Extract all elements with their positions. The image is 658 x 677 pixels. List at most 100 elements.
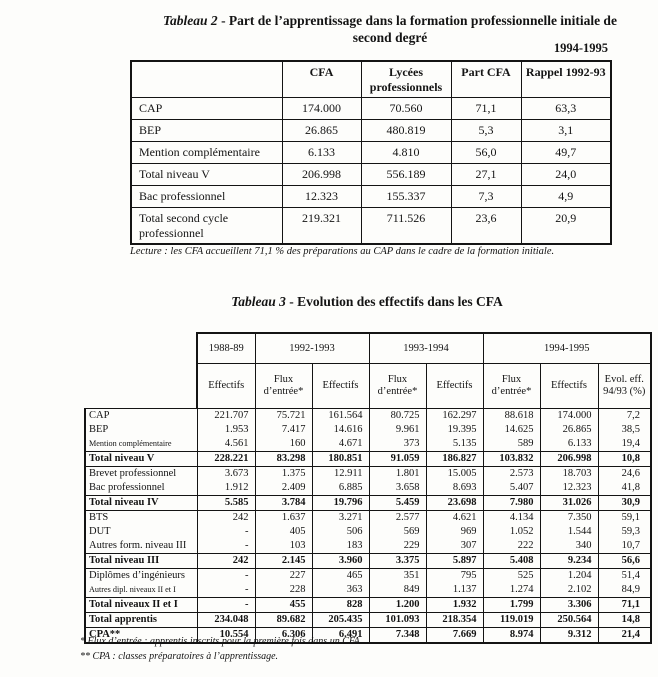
table-cell: 161.564 (311, 408, 370, 423)
table-cell: 5.407 (482, 481, 541, 496)
table-cell: 20,9 (520, 207, 612, 245)
table-cell: 183 (311, 539, 370, 554)
row-label: CPA** (84, 627, 198, 644)
table-cell: 2.145 (254, 553, 313, 569)
table3-footnote-cpa: ** CPA : classes préparatoires à l’appre… (80, 651, 279, 662)
table-cell: 21,4 (597, 627, 653, 644)
row-label: Bac professionnel (130, 185, 283, 208)
table-cell: 218.354 (425, 612, 484, 628)
table2: CFA Lycées professionnels Part CFA Rappe… (130, 60, 612, 245)
table-cell: 828 (311, 597, 370, 613)
table-cell: 7.348 (368, 627, 427, 644)
table-cell: 70.560 (360, 97, 452, 120)
row-label: BEP (130, 119, 283, 142)
table3-title: Tableau 3 - Evolution des effectifs dans… (84, 293, 650, 310)
table-cell: 101.093 (368, 612, 427, 628)
table-cell: 1.799 (482, 597, 541, 613)
table-cell: 174.000 (539, 408, 599, 423)
table-cell: 41,8 (597, 481, 653, 496)
table2-header-row: CFA Lycées professionnels Part CFA Rappe… (130, 60, 612, 98)
table-cell: - (196, 597, 256, 613)
table-cell: 4.134 (482, 510, 541, 525)
table-cell: 363 (311, 583, 370, 598)
table2-lecture-note: Lecture : les CFA accueillent 71,1 % des… (130, 246, 555, 257)
table-cell: 455 (254, 597, 313, 613)
table-cell: 80.725 (368, 408, 427, 423)
table-cell: 56,0 (450, 141, 522, 164)
table3-year-1988: 1988-89 (196, 332, 256, 364)
table-cell: 351 (368, 568, 427, 583)
table-cell: 1.200 (368, 597, 427, 613)
row-label: Total apprentis (84, 612, 198, 628)
table-cell: 1.137 (425, 583, 484, 598)
table-cell: 3.673 (196, 466, 256, 481)
table-cell: 3.960 (311, 553, 370, 569)
table3-row: Autres form. niveau III -103 183 229 307 222 3… (84, 539, 653, 554)
table3-subheader: Evol. eff. 94/93 (%) (597, 363, 653, 409)
table-cell: 23,6 (450, 207, 522, 245)
table2-body: CAP 174.000 70.560 71,1 63,3 BEP 26.865 480.819… (130, 97, 612, 245)
table-cell: 465 (311, 568, 370, 583)
table-cell: 3.375 (368, 553, 427, 569)
row-label: DUT (84, 525, 198, 539)
table-cell: - (196, 583, 256, 598)
table-cell: 6.133 (281, 141, 362, 164)
table-cell: 795 (425, 568, 484, 583)
table3-row: Total niveaux II et I -455 828 1.200 1.932 1.… (84, 597, 653, 613)
table-cell: 59,1 (597, 510, 653, 525)
table3-title-text: - Evolution des effectifs dans les CFA (285, 294, 503, 309)
table-cell: 15.005 (425, 466, 484, 481)
table-cell: 24,0 (520, 163, 612, 186)
table-cell: 180.851 (311, 451, 370, 467)
table-cell: 9.234 (539, 553, 599, 569)
table-cell: 174.000 (281, 97, 362, 120)
table-cell: 31.026 (539, 495, 599, 511)
table-cell: 3.784 (254, 495, 313, 511)
row-label: Diplômes d’ingénieurs (84, 568, 198, 583)
table-cell: 10,7 (597, 539, 653, 554)
row-label: Mention complémentaire (130, 141, 283, 164)
table-cell: 88.618 (482, 408, 541, 423)
table-cell: 969 (425, 525, 484, 539)
table3-row: Total niveau V 228.221 83.298 180.851 91.059… (84, 451, 653, 467)
table-cell: 1.637 (254, 510, 313, 525)
table2-row: CAP 174.000 70.560 71,1 63,3 (130, 97, 612, 120)
table-cell: 18.703 (539, 466, 599, 481)
table2-header-lycees: Lycées professionnels (360, 60, 452, 98)
table-cell: 56,6 (597, 553, 653, 569)
table-cell: 84,9 (597, 583, 653, 598)
row-label: Total niveau V (130, 163, 283, 186)
table-cell: 3.271 (311, 510, 370, 525)
table3-subheader: Effectifs (196, 363, 256, 409)
row-label: Total niveau V (84, 451, 198, 467)
table-cell: 12.911 (311, 466, 370, 481)
table-cell: 849 (368, 583, 427, 598)
table3-subheader: Flux d’entrée* (368, 363, 427, 409)
table3-title-number: Tableau 3 (231, 294, 286, 309)
table3-row: CAP 221.707 75.721 161.564 80.725 162.297 88.6… (84, 408, 653, 423)
table-cell: 307 (425, 539, 484, 554)
table2-title-text: - Part de l’apprentissage dans la format… (217, 13, 617, 45)
table2-title: Tableau 2 - Part de l’apprentissage dans… (160, 12, 620, 46)
table-cell: 1.932 (425, 597, 484, 613)
table3-row: Total niveau IV 5.585 3.784 19.796 5.459 23.6… (84, 495, 653, 511)
table3-row: CPA** 10.554 6.306 6.491 7.348 7.669 8.974 9.31… (84, 627, 653, 644)
table-cell: 12.323 (539, 481, 599, 496)
table-cell: 59,3 (597, 525, 653, 539)
table2-container: CFA Lycées professionnels Part CFA Rappe… (130, 60, 612, 245)
table3-row: Brevet professionnel 3.673 1.375 12.911 1.80… (84, 466, 653, 481)
table-cell: 10,8 (597, 451, 653, 467)
table-cell: 6.491 (311, 627, 370, 644)
table3-row: DUT -405 506 569 969 1.052 1.544 59,3 (84, 525, 653, 539)
table-cell: 1.801 (368, 466, 427, 481)
table-cell: 103 (254, 539, 313, 554)
table-cell: 7.980 (482, 495, 541, 511)
row-label: CAP (130, 97, 283, 120)
table-cell: 160 (254, 437, 313, 452)
table-cell: 7,2 (597, 408, 653, 423)
table3-footnote-flux: * Flux d’entrée : apprentis inscrits pou… (80, 636, 363, 647)
table-cell: 5.897 (425, 553, 484, 569)
table2-header-empty (130, 60, 283, 98)
table-cell: - (196, 539, 256, 554)
table2-row: Mention complémentaire 6.133 4.810 56,0 49,7 (130, 141, 612, 164)
